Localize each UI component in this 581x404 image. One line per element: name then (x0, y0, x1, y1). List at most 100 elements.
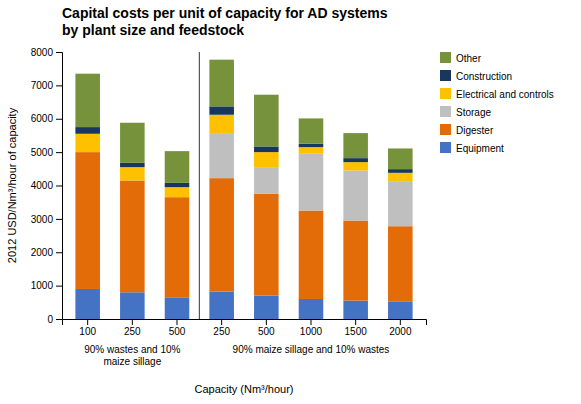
bar-segment (343, 301, 368, 319)
bar-segment (75, 127, 100, 134)
x-tick-label: 2000 (389, 326, 412, 337)
x-tick-mark (266, 319, 267, 325)
series (75, 106, 412, 187)
bar-segment (165, 151, 190, 183)
bar-segment (165, 183, 190, 187)
y-tick-label: 8000 (31, 47, 54, 58)
bar-segment (209, 133, 234, 178)
title: Capital costs per unit of capacity for A… (62, 5, 388, 38)
x-tick: 250 (124, 319, 141, 337)
bar-segment (388, 301, 413, 319)
bars (75, 60, 412, 319)
bar-segment (120, 292, 145, 319)
legend-label: Other (456, 53, 482, 64)
x-tick-label: 1500 (345, 326, 368, 337)
group-label-line: 90% wastes and 10% (84, 344, 180, 355)
y-tick-label: 6000 (31, 113, 54, 124)
y-tick-mark (56, 152, 62, 153)
y-tick-label: 5000 (31, 147, 54, 158)
y-tick: 5000 (31, 147, 62, 158)
bar-segment (254, 167, 279, 194)
y-tick: 2000 (31, 247, 62, 258)
bar-segment (254, 146, 279, 152)
y-tick-mark (56, 286, 62, 287)
y-axis: 0 1000 2000 3000 4000 5000 6000 7000 8000 (31, 47, 63, 325)
y-tick: 3000 (31, 214, 62, 225)
bar-segment (299, 299, 324, 319)
y-tick-label: 3000 (31, 214, 54, 225)
series (209, 133, 412, 226)
bar-segment (254, 95, 279, 147)
bar-segment (299, 144, 324, 147)
y-tick: 8000 (31, 47, 62, 58)
bar-segment (299, 118, 324, 143)
series (75, 152, 412, 301)
y-tick: 4000 (31, 180, 62, 191)
y-axis-line (56, 53, 63, 320)
y-axis-title: 2012 USD/Nm³/hour of capacity (6, 107, 18, 263)
x-tick: 250 (213, 319, 230, 337)
x-tick-mark (355, 319, 356, 325)
legend-item: Digester (440, 124, 494, 136)
bar-segment (299, 154, 324, 211)
legend-swatch (440, 142, 451, 153)
bar-segment (388, 169, 413, 173)
x-tick: 500 (169, 319, 186, 337)
y-tick-mark (56, 219, 62, 220)
bar-segment (388, 173, 413, 181)
x-tick: 1000 (300, 319, 323, 337)
plot: 0 1000 2000 3000 4000 5000 6000 7000 8000 100 250 5… (6, 47, 427, 395)
legend-item: Equipment (440, 142, 504, 154)
legend-item: Construction (440, 70, 512, 82)
title-line: Capital costs per unit of capacity for A… (62, 5, 388, 21)
chart: Capital costs per unit of capacity for A… (0, 0, 581, 404)
bar-segment (165, 297, 190, 319)
group-label: 90% maize sillage and 10% wastes (233, 344, 390, 355)
legend-label: Storage (456, 107, 491, 118)
bar-segment (75, 152, 100, 289)
y-tick-mark (56, 119, 62, 120)
legend: Other Construction Electrical and controls… (440, 52, 554, 154)
x-tick: 2000 (389, 319, 412, 337)
x-tick-label: 500 (258, 326, 275, 337)
x-tick-mark (177, 319, 178, 325)
bar-segment (75, 289, 100, 319)
bar-segment (165, 197, 190, 297)
legend-swatch (440, 106, 451, 117)
x-tick-label: 1000 (300, 326, 323, 337)
group-label: 90% wastes and 10%maize sillage (84, 344, 180, 367)
legend-swatch (440, 88, 451, 99)
y-tick-mark (56, 52, 62, 53)
x-tick-label: 500 (169, 326, 186, 337)
legend-item: Electrical and controls (440, 88, 554, 100)
y-tick-label: 4000 (31, 180, 54, 191)
legend-label: Construction (456, 71, 512, 82)
y-tick-label: 1000 (31, 280, 54, 291)
x-tick-label: 100 (79, 326, 96, 337)
y-tick: 0 (47, 314, 62, 325)
x-tick-label: 250 (124, 326, 141, 337)
bar-segment (209, 106, 234, 114)
y-tick-mark (56, 319, 62, 320)
bar-segment (75, 134, 100, 152)
legend-swatch (440, 70, 451, 81)
bar-segment (343, 221, 368, 301)
bar-segment (120, 180, 145, 292)
bar-segment (209, 115, 234, 133)
y-tick-label: 7000 (31, 80, 54, 91)
x-tick-mark (132, 319, 133, 325)
legend-swatch (440, 124, 451, 135)
bar-segment (75, 74, 100, 127)
legend-label: Digester (456, 125, 494, 136)
y-tick-label: 2000 (31, 247, 54, 258)
group-label-line: maize sillage (103, 356, 161, 367)
series (75, 60, 412, 183)
bar-segment (254, 194, 279, 296)
bar-segment (388, 226, 413, 301)
x-tick: 500 (258, 319, 275, 337)
legend-label: Equipment (456, 143, 504, 154)
y-tick: 6000 (31, 113, 62, 124)
bar-segment (388, 181, 413, 226)
x-tick-mark (310, 319, 311, 325)
group-label-line: 90% maize sillage and 10% wastes (233, 344, 390, 355)
